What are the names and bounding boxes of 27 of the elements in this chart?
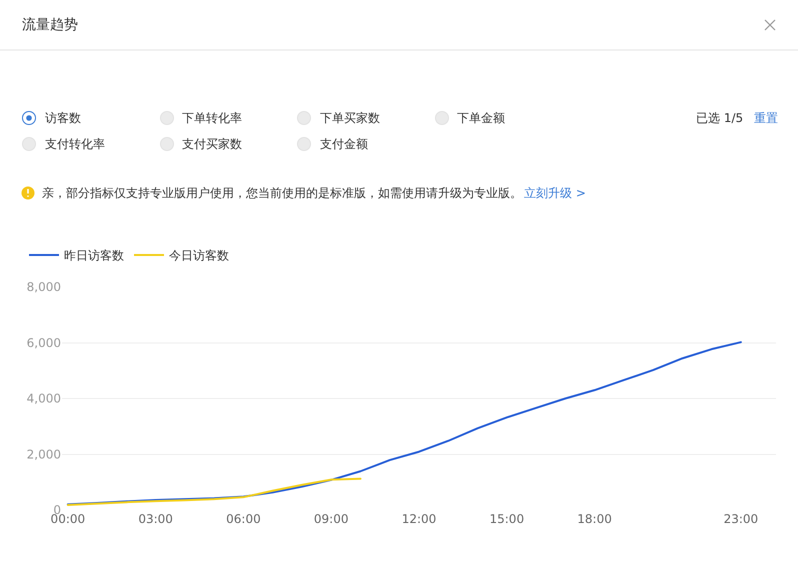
line-series — [66, 341, 742, 506]
y-tick-label: 2,000 — [26, 447, 61, 462]
text: 支付转化率 — [45, 137, 105, 151]
x-tick-label: 15:00 — [489, 512, 524, 526]
text: 已选 1/5 — [696, 111, 744, 125]
text: 访客数 — [45, 111, 81, 125]
x-tick-label: 09:00 — [314, 512, 349, 526]
text: 支付金额 — [320, 137, 368, 151]
text: 亲，部分指标仅支持专业版用户使用，您当前使用的是标准版，如需使用请升级为专业版。 — [42, 186, 522, 200]
legend-label: 今日访客数 — [169, 248, 229, 263]
text: 支付买家数 — [182, 137, 242, 151]
text: 下单买家数 — [320, 111, 380, 125]
text: 下单金额 — [457, 111, 505, 125]
y-tick-label: 4,000 — [26, 392, 61, 406]
y-tick-label: 6,000 — [26, 336, 61, 350]
chart-title: 流量趋势 — [22, 16, 78, 33]
text: 立刻升级 > — [524, 186, 586, 200]
x-tick-label: 06:00 — [226, 512, 261, 526]
x-tick-label: 18:00 — [577, 512, 612, 526]
legend-label: 昨日访客数 — [64, 248, 124, 263]
x-tick-label: 12:00 — [402, 512, 436, 526]
text: 重置 — [754, 111, 778, 125]
x-tick-label: 03:00 — [138, 512, 173, 526]
line-series — [66, 478, 362, 506]
x-tick-label: 23:00 — [724, 512, 758, 526]
y-tick-label: 8,000 — [26, 280, 61, 294]
text: 下单转化率 — [182, 111, 242, 125]
